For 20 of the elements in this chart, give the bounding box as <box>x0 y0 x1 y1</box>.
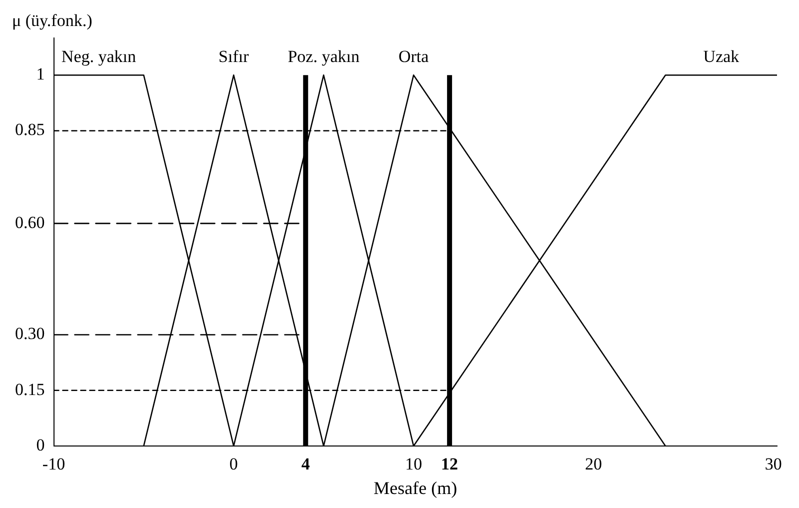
x-axis-title: Mesafe (m) <box>374 478 458 498</box>
series-label: Poz. yakın <box>288 47 360 66</box>
series-label: Orta <box>398 47 430 66</box>
y-tick-label: 0 <box>36 435 45 454</box>
series-label: Neg. yakın <box>61 47 137 66</box>
x-tick-label: 12 <box>441 454 458 474</box>
y-tick-label: 0.15 <box>15 380 45 399</box>
y-tick-label: 1 <box>36 64 45 84</box>
x-tick-label: 4 <box>301 454 310 474</box>
series-label: Sıfır <box>218 47 250 66</box>
x-tick-label: 0 <box>229 454 238 474</box>
x-tick-label: 10 <box>405 454 422 474</box>
x-tick-label: 20 <box>584 454 602 474</box>
series-label: Uzak <box>703 47 740 66</box>
y-tick-label: 0.30 <box>15 324 45 344</box>
y-tick-label: 0.60 <box>15 212 45 232</box>
y-axis-title: μ (üy.fonk.) <box>12 10 92 30</box>
x-tick-label: 30 <box>764 454 782 474</box>
y-tick-label: 0.85 <box>15 120 45 140</box>
x-tick-label: -10 <box>42 454 66 474</box>
